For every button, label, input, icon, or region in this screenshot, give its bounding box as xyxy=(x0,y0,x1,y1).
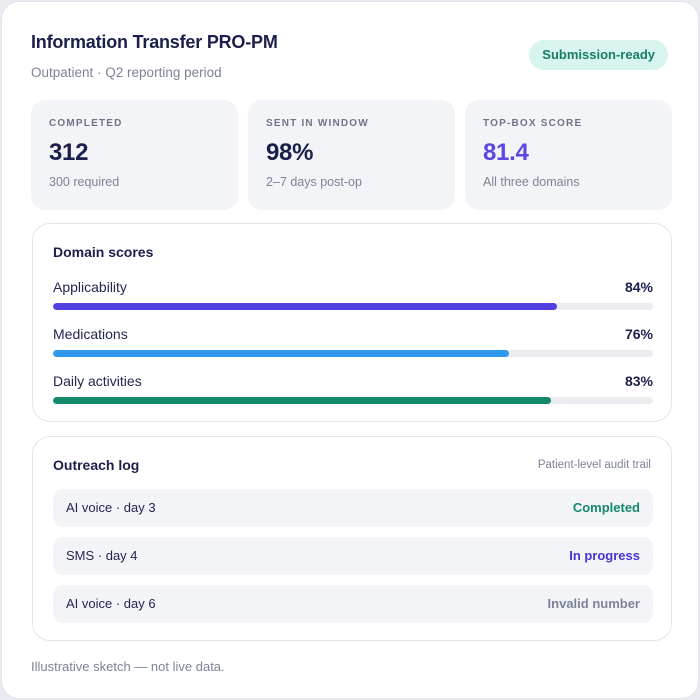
domain-row-daily-activities: Daily activities 83% xyxy=(53,373,653,413)
stat-completed: COMPLETED 312 300 required xyxy=(31,100,238,210)
list-item[interactable]: SMS · day 4 In progress xyxy=(53,537,653,575)
stat-value: 312 xyxy=(49,139,89,166)
stat-sub: 300 required xyxy=(49,175,120,189)
domain-label: Medications xyxy=(53,326,128,342)
domain-scores-panel: Domain scores Applicability 84% Medicati… xyxy=(32,223,672,422)
stat-label: TOP-BOX SCORE xyxy=(483,118,583,129)
domain-label: Applicability xyxy=(53,279,127,295)
progress-fill xyxy=(53,397,551,404)
outreach-label: SMS · day 4 xyxy=(66,548,138,563)
outreach-label: AI voice · day 3 xyxy=(66,500,156,515)
domain-percent: 84% xyxy=(624,279,653,295)
outreach-log-title: Outreach log xyxy=(53,457,140,473)
stat-label: SENT IN WINDOW xyxy=(266,118,369,129)
outreach-status: In progress xyxy=(569,548,640,563)
audit-trail-link[interactable]: Patient-level audit trail xyxy=(537,459,651,471)
list-item[interactable]: AI voice · day 6 Invalid number xyxy=(53,585,653,623)
list-item[interactable]: AI voice · day 3 Completed xyxy=(53,489,653,527)
domain-percent: 83% xyxy=(624,373,653,389)
progress-track xyxy=(53,350,653,357)
outreach-status: Invalid number xyxy=(547,596,640,611)
stat-sent-in-window: SENT IN WINDOW 98% 2–7 days post-op xyxy=(248,100,455,210)
stat-sub: All three domains xyxy=(483,175,580,189)
progress-fill xyxy=(53,303,557,310)
outreach-log-panel: Outreach log Patient-level audit trail A… xyxy=(32,436,672,641)
stat-sub: 2–7 days post-op xyxy=(266,175,362,189)
domain-label: Daily activities xyxy=(53,373,142,389)
card-header: Information Transfer PRO-PM Outpatient ·… xyxy=(31,32,668,82)
stat-tiles: COMPLETED 312 300 required SENT IN WINDO… xyxy=(31,100,672,210)
stat-label: COMPLETED xyxy=(49,118,123,129)
stat-value: 98% xyxy=(266,139,314,166)
footer-note: Illustrative sketch — not live data. xyxy=(31,659,225,674)
domain-scores-title: Domain scores xyxy=(53,244,154,260)
outreach-status: Completed xyxy=(572,500,640,515)
progress-track xyxy=(53,397,653,404)
status-badge: Submission-ready xyxy=(529,40,668,70)
outreach-label: AI voice · day 6 xyxy=(66,596,156,611)
domain-percent: 76% xyxy=(624,326,653,342)
stat-value: 81.4 xyxy=(483,139,529,166)
progress-track xyxy=(53,303,653,310)
stat-top-box-score: TOP-BOX SCORE 81.4 All three domains xyxy=(465,100,672,210)
page-subtitle: Outpatient · Q2 reporting period xyxy=(31,65,222,80)
progress-fill xyxy=(53,350,509,357)
page-title: Information Transfer PRO-PM xyxy=(31,32,278,52)
domain-row-applicability: Applicability 84% xyxy=(53,279,653,319)
domain-row-medications: Medications 76% xyxy=(53,326,653,366)
